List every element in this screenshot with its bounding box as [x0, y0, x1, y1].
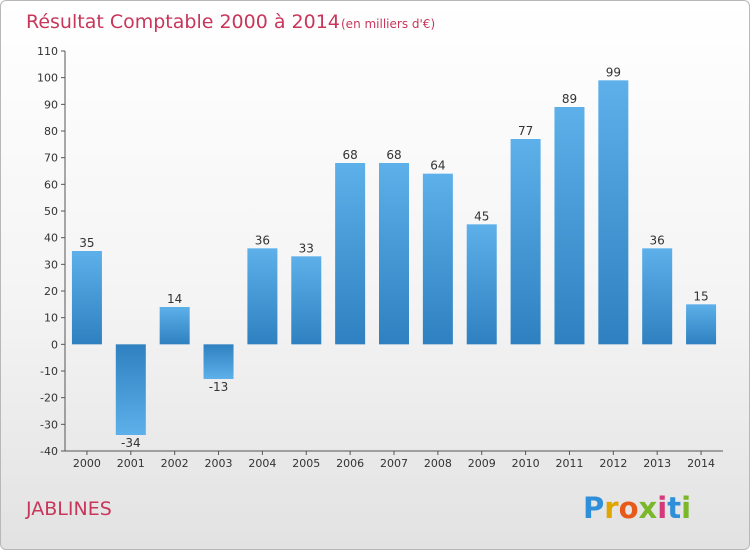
- chart-subtitle: (en milliers d'€): [341, 17, 435, 31]
- value-label: 14: [167, 292, 182, 306]
- x-tick-label: 2014: [687, 457, 715, 470]
- y-tick-label: 10: [44, 312, 58, 325]
- x-tick-label: 2005: [292, 457, 320, 470]
- y-tick-label: 60: [44, 178, 58, 191]
- logo-letter: x: [639, 491, 658, 525]
- value-label: -34: [121, 436, 141, 450]
- value-label: 35: [79, 236, 94, 250]
- value-label: 45: [474, 209, 489, 223]
- y-tick-label: -10: [40, 365, 58, 378]
- proxiti-logo: Proxiti: [583, 491, 691, 525]
- y-tick-label: -30: [40, 418, 58, 431]
- bar-2006: [335, 163, 366, 345]
- x-tick-label: 2008: [424, 457, 452, 470]
- bar-2007: [379, 163, 409, 345]
- bar-2008: [422, 173, 453, 345]
- bar-2005: [291, 256, 322, 345]
- value-label: 89: [562, 92, 577, 106]
- logo-letter: i: [657, 491, 667, 525]
- bar-2001: [115, 344, 146, 435]
- logo-letter: i: [681, 491, 691, 525]
- value-label: 33: [299, 241, 314, 255]
- x-tick-label: 2011: [555, 457, 583, 470]
- y-tick-label: 20: [44, 285, 58, 298]
- x-tick-label: 2012: [599, 457, 627, 470]
- value-label: 64: [430, 159, 445, 173]
- y-tick-label: 0: [51, 338, 58, 351]
- x-tick-label: 2002: [161, 457, 189, 470]
- value-label: 77: [518, 124, 533, 138]
- y-tick-label: 100: [37, 72, 58, 85]
- logo-letter: P: [583, 491, 604, 525]
- chart-title: Résultat Comptable 2000 à 2014: [26, 11, 340, 33]
- bar-2013: [642, 248, 673, 345]
- value-label: 15: [693, 289, 708, 303]
- bar-2003: [203, 344, 234, 379]
- x-axis: 2000 2001 2002 2003 2004 2005 2006 2007 2008 2009…: [65, 450, 723, 470]
- y-tick-label: 110: [37, 45, 58, 58]
- x-tick-label: 2001: [117, 457, 145, 470]
- value-label: -13: [209, 380, 229, 394]
- logo-letter: t: [667, 491, 681, 525]
- x-tick-label: 2007: [380, 457, 408, 470]
- y-tick-label: -40: [40, 445, 58, 458]
- value-label: 36: [650, 233, 665, 247]
- bar-2012: [598, 80, 629, 345]
- x-tick-label: 2006: [336, 457, 364, 470]
- value-label: 36: [255, 233, 270, 247]
- value-label: 68: [386, 148, 401, 162]
- logo-letter: o: [619, 491, 639, 525]
- x-tick-label: 2004: [248, 457, 276, 470]
- bar-2014: [686, 304, 717, 345]
- y-tick-label: 40: [44, 232, 58, 245]
- x-tick-label: 2010: [512, 457, 540, 470]
- bar-2011: [554, 107, 585, 345]
- bars: 35 -34 14 -13 36 33 68 68 64 45 77 89 99 36 15: [71, 65, 717, 450]
- y-tick-label: 80: [44, 125, 58, 138]
- y-tick-label: -20: [40, 392, 58, 405]
- bar-2009: [466, 224, 497, 345]
- y-tick-label: 90: [44, 98, 58, 111]
- y-tick-label: 70: [44, 152, 58, 165]
- bar-2004: [247, 248, 278, 345]
- x-tick-label: 2003: [205, 457, 233, 470]
- bar-2002: [159, 307, 190, 345]
- y-tick-label: 30: [44, 258, 58, 271]
- x-tick-label: 2009: [468, 457, 496, 470]
- value-label: 99: [606, 65, 621, 79]
- x-tick-label: 2000: [73, 457, 101, 470]
- bar-2010: [510, 139, 541, 345]
- commune-name: JABLINES: [25, 498, 112, 520]
- y-tick-label: 50: [44, 205, 58, 218]
- x-tick-label: 2013: [643, 457, 671, 470]
- logo-letter: r: [604, 491, 619, 525]
- value-label: 68: [342, 148, 357, 162]
- bar-2000: [71, 251, 102, 345]
